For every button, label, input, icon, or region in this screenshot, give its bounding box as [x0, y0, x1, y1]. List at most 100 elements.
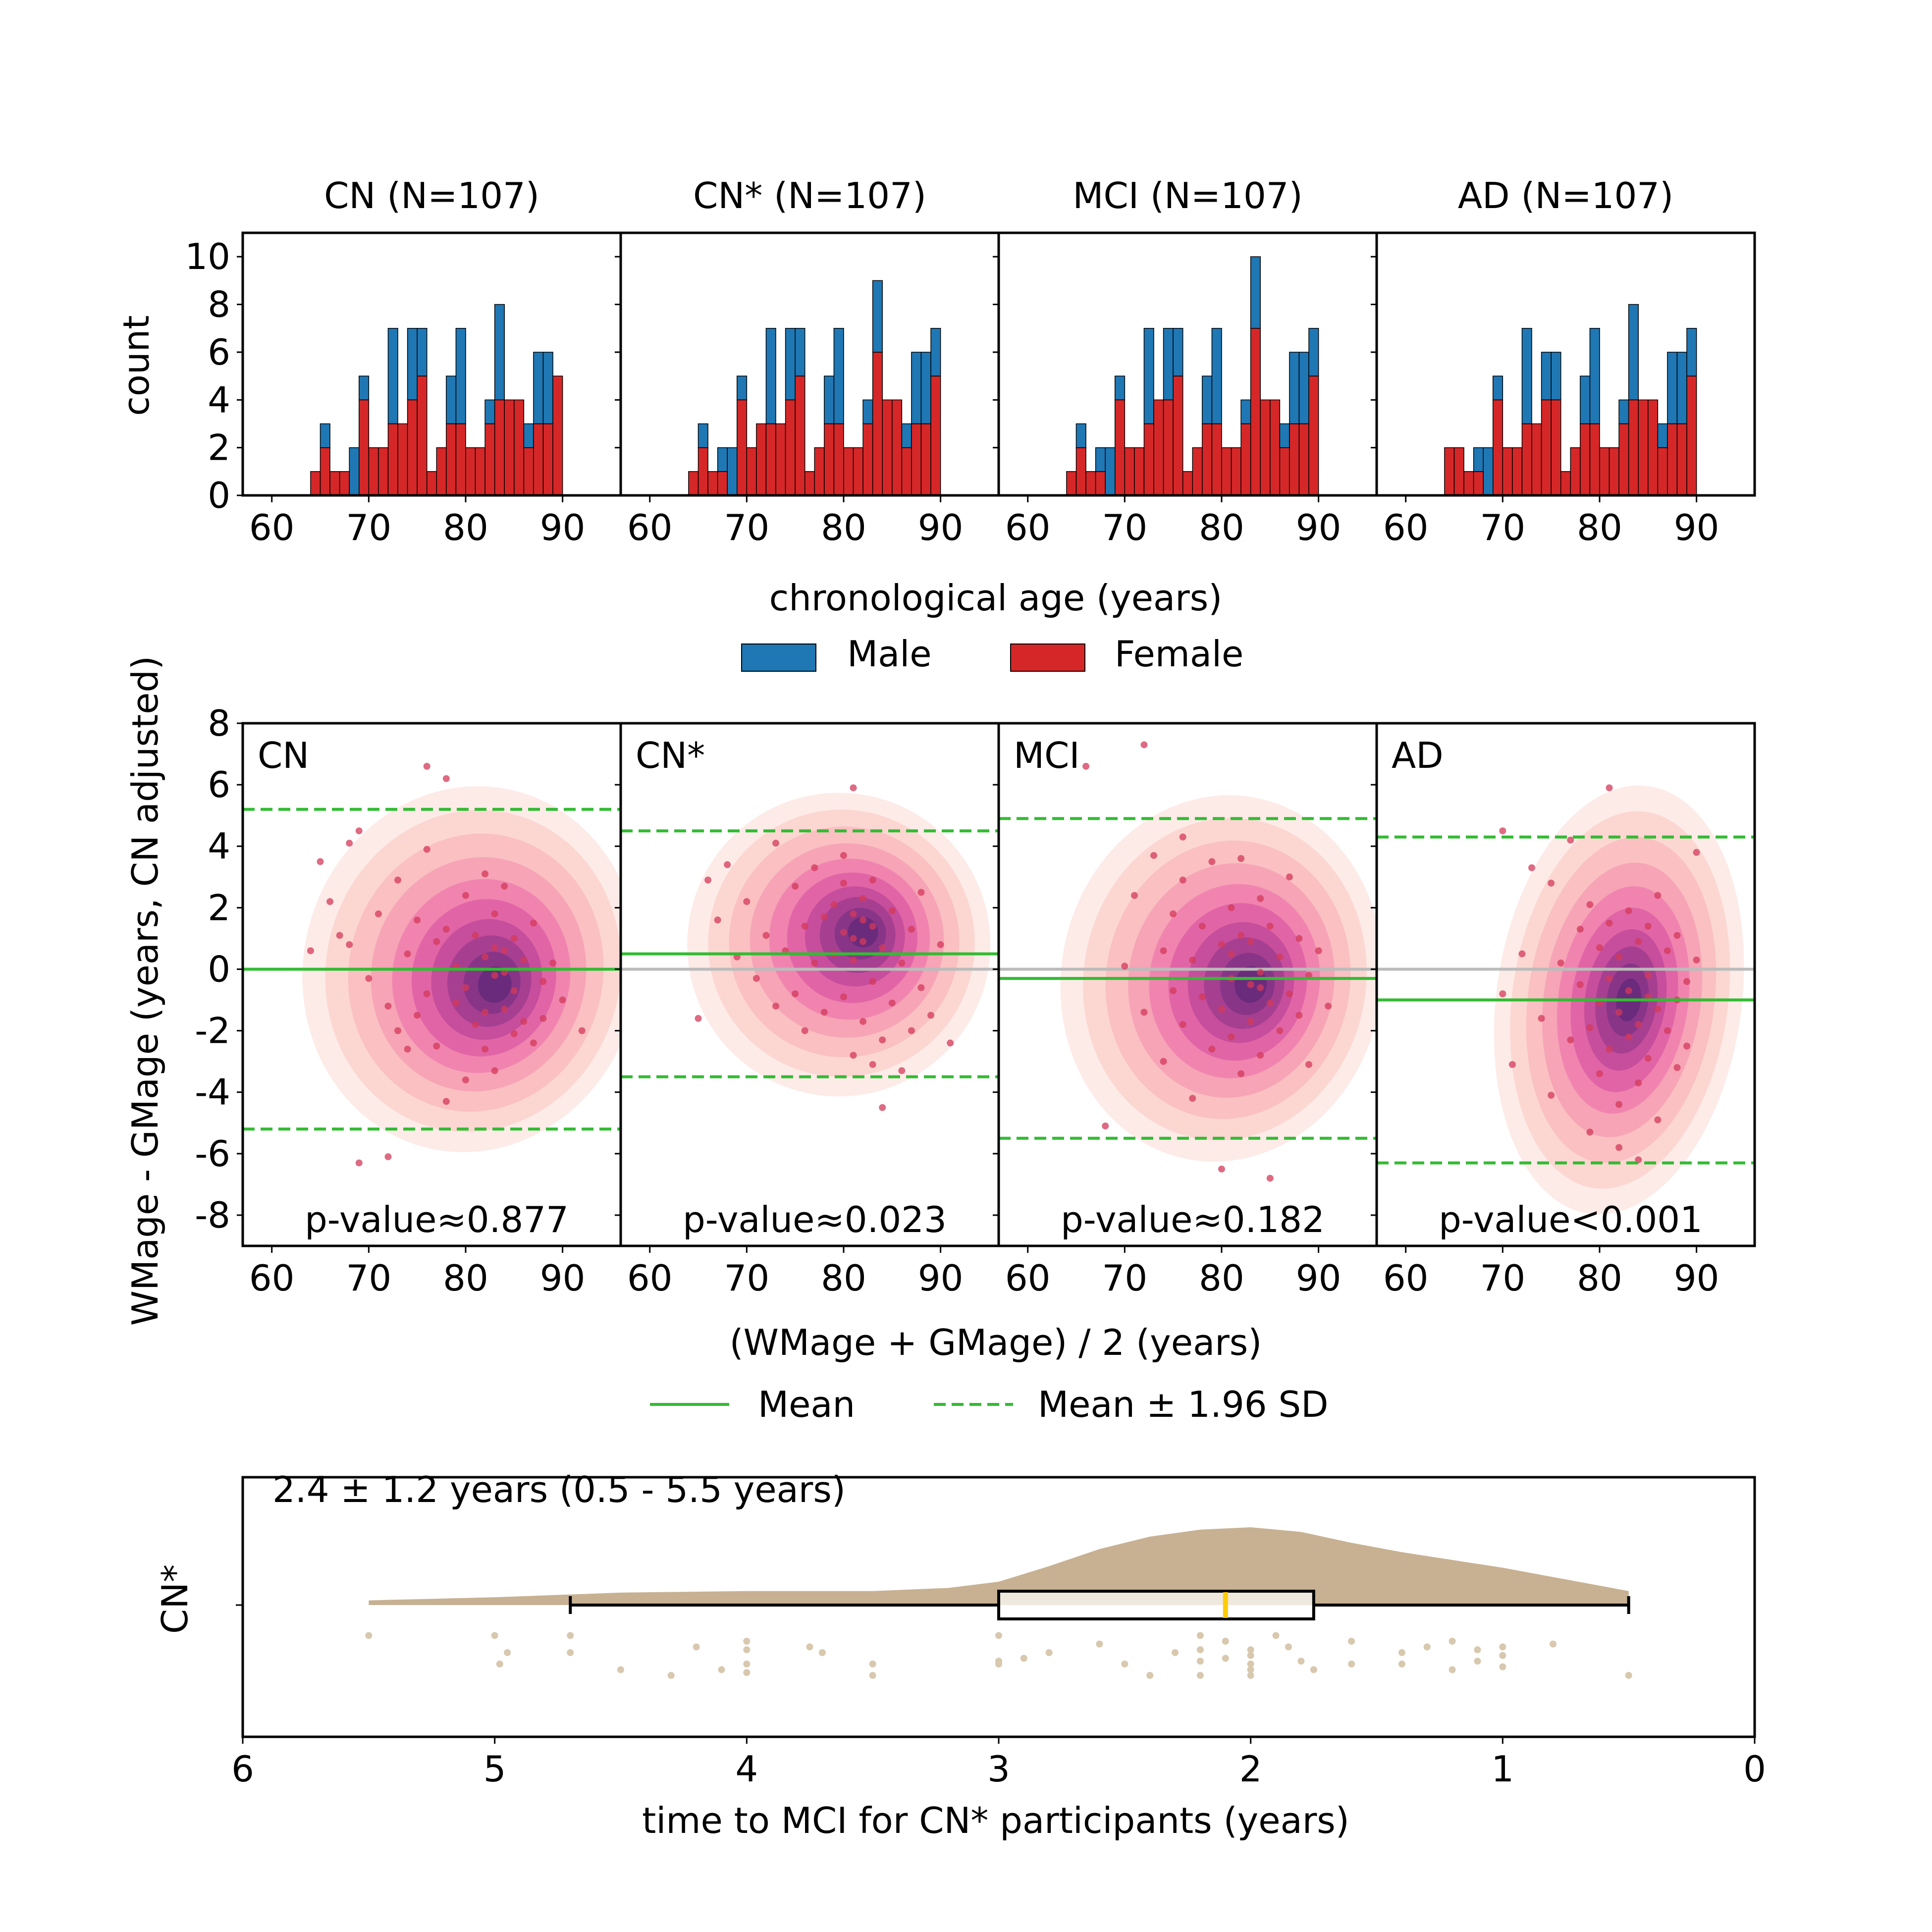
data-point — [1189, 1095, 1196, 1102]
bar-female — [1173, 376, 1183, 496]
data-point — [1305, 1061, 1313, 1068]
bar-female — [552, 376, 563, 496]
bar-male — [1618, 399, 1629, 425]
data-point — [442, 775, 450, 782]
data-point — [491, 971, 498, 979]
bar-female — [1686, 376, 1697, 496]
data-point — [869, 876, 876, 884]
bar-female — [1638, 399, 1649, 496]
bar-female — [1570, 447, 1581, 496]
data-point — [1237, 855, 1245, 862]
data-point — [743, 898, 751, 905]
rain-point — [1247, 1666, 1254, 1673]
legend-male-label: Male — [847, 633, 932, 675]
data-point — [1179, 833, 1186, 841]
panel-title: CN (N=107) — [324, 175, 539, 216]
bar-male — [833, 327, 844, 425]
bar-female — [1502, 447, 1513, 496]
data-point — [423, 990, 430, 998]
legend-sd-label: Mean ± 1.96 SD — [1038, 1384, 1329, 1425]
panel-label: AD — [1392, 735, 1444, 776]
bar-male — [698, 423, 708, 448]
histogram-panel-2: CN* (N=107) 60 70 80 90 — [615, 175, 1000, 548]
data-point — [414, 1012, 421, 1019]
bar-male — [1075, 423, 1086, 448]
data-point — [394, 876, 402, 884]
bar-female — [1143, 423, 1154, 496]
data-point — [404, 1045, 411, 1053]
data-point — [830, 901, 838, 909]
data-point — [908, 1027, 915, 1034]
bar-male — [407, 327, 418, 401]
data-point — [917, 984, 925, 991]
sex-legend: Male Female — [741, 633, 1243, 675]
data-point — [1286, 990, 1293, 998]
bar-female — [1657, 447, 1668, 496]
panel-title: CN* (N=107) — [693, 175, 926, 216]
data-point — [1548, 1091, 1555, 1099]
x-tick-label: 80 — [1577, 507, 1622, 548]
data-point — [1606, 1045, 1613, 1053]
bar-male — [1676, 352, 1687, 425]
data-point — [1528, 864, 1536, 871]
rain-point — [1272, 1632, 1280, 1639]
x-tick-label: 80 — [1199, 507, 1244, 548]
data-point — [317, 858, 324, 865]
bar-female — [523, 447, 534, 496]
bar-female — [785, 399, 796, 496]
bar-female — [1463, 471, 1474, 496]
x-tick-label: 90 — [1674, 507, 1719, 548]
y-tick-label: 2 — [208, 887, 230, 928]
data-point — [559, 996, 566, 1004]
data-point — [752, 975, 760, 982]
y-tick-label: -8 — [195, 1194, 230, 1236]
data-point — [346, 941, 353, 948]
bar-female — [853, 447, 863, 496]
data-point — [539, 1015, 547, 1022]
data-point — [1606, 975, 1613, 982]
x-tick-label: 1 — [1491, 1748, 1514, 1790]
rain-point — [869, 1661, 876, 1667]
data-point — [840, 879, 847, 887]
bar-female — [1298, 423, 1309, 496]
rain-point — [1398, 1661, 1405, 1667]
data-point — [1121, 963, 1128, 970]
x-tick-label: 80 — [821, 507, 866, 548]
data-point — [840, 929, 847, 936]
data-point — [1189, 956, 1196, 964]
data-point — [384, 1002, 392, 1010]
data-point — [850, 910, 857, 917]
data-point — [1644, 922, 1652, 930]
bar-female — [542, 423, 553, 496]
rain-point — [1474, 1646, 1481, 1654]
data-point — [1518, 950, 1526, 958]
y-tick-label: -2 — [195, 1010, 230, 1052]
data-point — [1635, 1021, 1642, 1028]
bar-male — [494, 304, 505, 401]
data-point — [1218, 1165, 1225, 1173]
bar-female — [436, 447, 447, 496]
bar-female — [1609, 447, 1619, 496]
bar-female — [407, 399, 418, 496]
data-point — [869, 978, 876, 985]
bar-female — [1628, 399, 1639, 496]
rain-point — [1297, 1658, 1305, 1665]
histogram-section: CN (N=107) 60 70 80 90 0 2 4 6 8 10 CN* (N=107) 60 70… — [185, 175, 1756, 548]
x-tick-label: 90 — [1674, 1257, 1719, 1299]
data-point — [1625, 1033, 1632, 1040]
bar-male — [727, 447, 738, 496]
data-point — [452, 999, 460, 1007]
bar-female — [1221, 447, 1232, 496]
data-point — [917, 889, 925, 896]
data-point — [1586, 1024, 1594, 1031]
data-point — [501, 947, 508, 955]
data-point — [1557, 960, 1564, 967]
bar-female — [911, 423, 922, 496]
p-value: p-value<0.001 — [1439, 1199, 1703, 1240]
data-point — [462, 1076, 469, 1083]
bar-female — [1163, 399, 1174, 496]
y-tick-label: 4 — [208, 379, 230, 421]
bar-male — [1289, 352, 1300, 425]
